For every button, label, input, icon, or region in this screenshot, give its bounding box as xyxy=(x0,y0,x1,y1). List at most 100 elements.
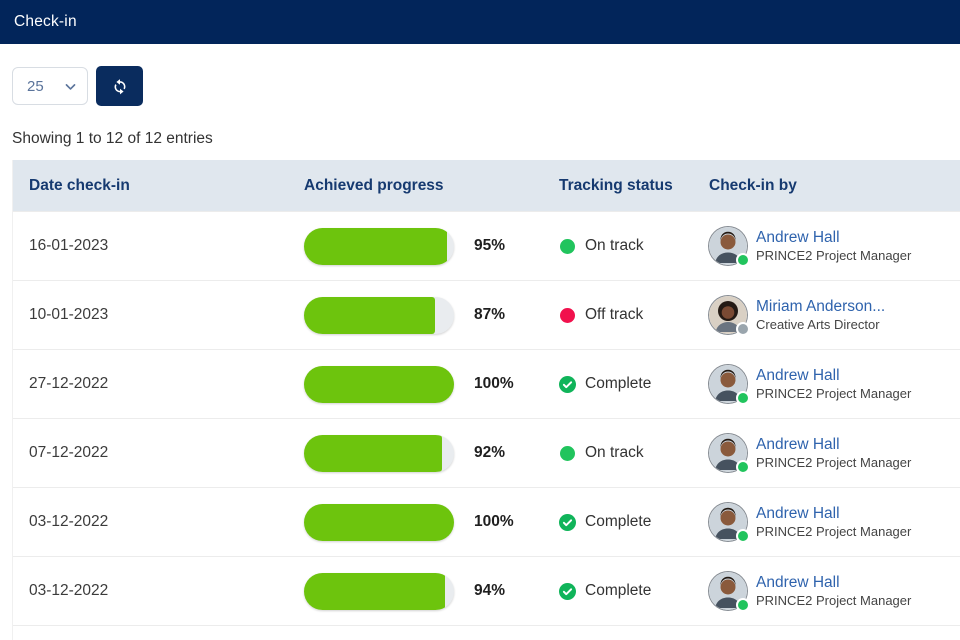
checkin-by-cell: Andrew Hall PRINCE2 Project Manager xyxy=(693,572,960,612)
chevron-down-icon xyxy=(65,83,76,90)
status-dot xyxy=(560,238,575,254)
presence-dot xyxy=(736,322,750,336)
refresh-icon xyxy=(114,79,125,95)
status-dot xyxy=(560,307,575,323)
user-link[interactable]: Andrew Hall xyxy=(756,366,840,384)
status-icon xyxy=(559,582,576,600)
user-role: PRINCE2 Project Manager xyxy=(756,592,912,608)
user-link[interactable]: Miriam Anderson... xyxy=(756,297,886,315)
status-cell: On track xyxy=(543,444,693,462)
checkin-table: Date check-in Achieved progress Tracking… xyxy=(12,160,960,640)
progress-bar xyxy=(304,434,454,472)
user-role: PRINCE2 Project Manager xyxy=(756,247,912,263)
progress-percent: 87% xyxy=(474,306,506,323)
status-dot xyxy=(560,445,575,461)
avatar xyxy=(709,365,750,405)
user-link[interactable]: Andrew Hall xyxy=(756,228,840,246)
status-icon xyxy=(559,375,576,393)
presence-dot xyxy=(736,391,750,405)
progress-bar xyxy=(304,503,454,541)
date-cell: 03-12-2022 xyxy=(29,513,109,530)
user-link[interactable]: Andrew Hall xyxy=(756,573,840,591)
presence-dot xyxy=(736,460,750,474)
avatar xyxy=(709,434,750,474)
user-role: PRINCE2 Project Manager xyxy=(756,385,912,401)
col-header-status: Tracking status xyxy=(559,176,673,194)
date-cell: 03-12-2022 xyxy=(29,582,109,599)
page-size-value: 25 xyxy=(27,77,44,95)
progress-cell: 100% xyxy=(288,503,543,541)
progress-bar-fill xyxy=(304,503,454,541)
status-label: On track xyxy=(585,444,644,461)
status-label: On track xyxy=(585,237,644,254)
status-label: Complete xyxy=(585,582,652,599)
refresh-button[interactable] xyxy=(96,66,143,106)
status-icon xyxy=(559,445,576,462)
status-cell: On track xyxy=(543,237,693,255)
toolbar: 25 xyxy=(12,66,960,106)
progress-bar-fill xyxy=(304,227,447,265)
table-row xyxy=(13,625,960,640)
status-cell: Complete xyxy=(543,513,693,531)
date-cell: 27-12-2022 xyxy=(29,375,109,392)
progress-cell: 100% xyxy=(288,365,543,403)
table-row: 16-01-2023 95% On track Andrew Hall PRIN… xyxy=(13,211,960,280)
status-label: Complete xyxy=(585,513,652,530)
progress-percent: 94% xyxy=(474,582,506,599)
progress-bar xyxy=(304,572,454,610)
complete-check-icon xyxy=(559,513,576,531)
checkin-by-cell: Andrew Hall PRINCE2 Project Manager xyxy=(693,227,960,267)
progress-bar-fill xyxy=(304,296,435,334)
complete-check-icon xyxy=(559,375,576,393)
checkin-by-cell: Andrew Hall PRINCE2 Project Manager xyxy=(693,503,960,543)
presence-dot xyxy=(736,253,750,267)
progress-percent: 92% xyxy=(474,444,506,461)
checkin-by-cell: Miriam Anderson... Creative Arts Directo… xyxy=(693,296,960,336)
checkin-by-cell: Andrew Hall PRINCE2 Project Manager xyxy=(693,365,960,405)
status-cell: Complete xyxy=(543,375,693,393)
progress-bar-fill xyxy=(304,572,445,610)
checkin-by-cell: Andrew Hall PRINCE2 Project Manager xyxy=(693,434,960,474)
progress-percent: 100% xyxy=(474,375,514,392)
table-row: 03-12-2022 94% Complete Andrew Hall PRIN… xyxy=(13,556,960,625)
progress-cell: 87% xyxy=(288,296,543,334)
page-size-select[interactable]: 25 xyxy=(12,67,88,105)
progress-bar xyxy=(304,227,454,265)
user-role: PRINCE2 Project Manager xyxy=(756,454,912,470)
user-link[interactable]: Andrew Hall xyxy=(756,504,840,522)
table-row: 27-12-2022 100% Complete Andrew Hall PRI… xyxy=(13,349,960,418)
progress-bar xyxy=(304,296,454,334)
status-label: Off track xyxy=(585,306,644,323)
avatar xyxy=(709,296,750,336)
progress-bar xyxy=(304,365,454,403)
page-title: Check-in xyxy=(14,13,77,30)
date-cell: 16-01-2023 xyxy=(29,237,109,254)
status-icon xyxy=(559,513,576,531)
avatar xyxy=(709,503,750,543)
progress-bar-fill xyxy=(304,365,454,403)
date-cell: 07-12-2022 xyxy=(29,444,109,461)
avatar xyxy=(709,572,750,612)
status-cell: Off track xyxy=(543,306,693,324)
col-header-date: Date check-in xyxy=(29,176,130,194)
table-row: 10-01-2023 87% Off track Miriam Anderson… xyxy=(13,280,960,349)
progress-cell: 92% xyxy=(288,434,543,472)
progress-percent: 100% xyxy=(474,513,514,530)
col-header-progress: Achieved progress xyxy=(304,176,444,194)
presence-dot xyxy=(736,598,750,612)
status-label: Complete xyxy=(585,375,652,392)
presence-dot xyxy=(736,529,750,543)
table-row: 03-12-2022 100% Complete Andrew Hall PRI… xyxy=(13,487,960,556)
col-header-checkin-by: Check-in by xyxy=(709,176,797,194)
status-icon xyxy=(559,307,576,324)
table-header-row: Date check-in Achieved progress Tracking… xyxy=(13,160,960,211)
progress-cell: 94% xyxy=(288,572,543,610)
complete-check-icon xyxy=(559,582,576,600)
progress-bar-fill xyxy=(304,434,442,472)
progress-cell: 95% xyxy=(288,227,543,265)
avatar xyxy=(709,227,750,267)
user-link[interactable]: Andrew Hall xyxy=(756,435,840,453)
entries-summary: Showing 1 to 12 of 12 entries xyxy=(12,130,213,147)
table-row: 07-12-2022 92% On track Andrew Hall PRIN… xyxy=(13,418,960,487)
user-role: PRINCE2 Project Manager xyxy=(756,523,912,539)
